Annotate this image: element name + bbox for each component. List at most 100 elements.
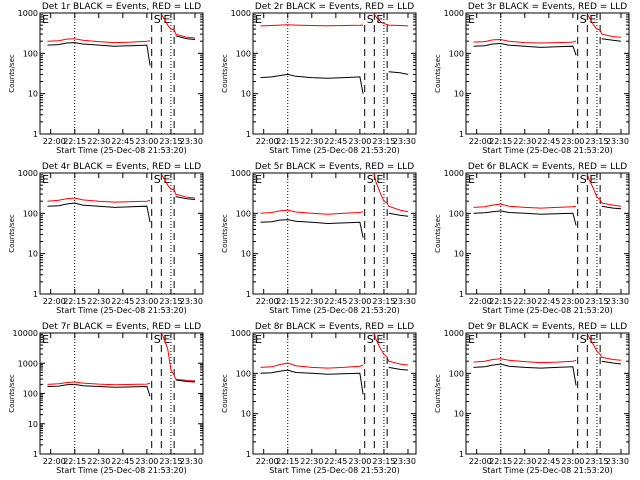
x-tick-label: 22:30 — [513, 457, 536, 466]
lld-series-line — [160, 173, 196, 199]
x-tick-label: 22:30 — [300, 297, 323, 306]
panel-title: Det 5r BLACK = Events, RED = LLD — [255, 162, 414, 172]
events-series-line — [260, 369, 364, 395]
marker-S: S — [154, 13, 161, 26]
x-tick-label: 22:45 — [537, 457, 560, 466]
lld-series-line — [260, 24, 364, 27]
y-tick-label: 100 — [236, 209, 251, 218]
marker-E: E — [163, 13, 170, 26]
y-tick-label: 1000 — [18, 9, 38, 18]
y-tick-label: 1 — [246, 450, 251, 459]
x-axis-label: Start Time (25-Dec-08 21:53:20) — [56, 466, 187, 475]
x-axis-label: Start Time (25-Dec-08 21:53:20) — [56, 306, 187, 315]
panel-title: Det 8r BLACK = Events, RED = LLD — [255, 322, 414, 332]
panel-title: Det 6r BLACK = Events, RED = LLD — [468, 162, 627, 172]
x-tick-label: 23:15 — [159, 297, 182, 306]
x-tick-label: 23:00 — [561, 297, 584, 306]
plot-frame — [252, 12, 417, 135]
marker-S: S — [580, 173, 587, 186]
panel-title: Det 9r BLACK = Events, RED = LLD — [468, 322, 627, 332]
x-tick-label: 23:30 — [180, 457, 203, 466]
marker-E: E — [376, 333, 383, 346]
x-tick-label: 23:15 — [159, 137, 182, 146]
x-tick-label: 22:00 — [469, 137, 492, 146]
x-tick-label: 22:45 — [537, 137, 560, 146]
x-tick-label: 22:15 — [489, 297, 512, 306]
x-axis-label: Start Time (25-Dec-08 21:53:20) — [482, 306, 613, 315]
lld-series-line — [260, 362, 364, 369]
y-tick-label: 1000 — [444, 329, 464, 338]
panel-title: Det 2r BLACK = Events, RED = LLD — [255, 2, 414, 12]
events-series-line — [47, 383, 151, 397]
x-tick-label: 23:00 — [135, 457, 158, 466]
y-tick-label: 10 — [454, 90, 464, 99]
x-axis-label: Start Time (25-Dec-08 21:53:20) — [482, 466, 613, 475]
plot-frame — [465, 12, 630, 135]
y-axis-label: Counts/sec — [221, 214, 229, 253]
y-tick-label: 1000 — [231, 169, 251, 178]
y-tick-label: 10000 — [13, 329, 38, 338]
y-tick-label: 10 — [28, 90, 38, 99]
y-tick-label: 100 — [449, 369, 464, 378]
events-series-line — [473, 363, 577, 386]
x-axis-label: Start Time (25-Dec-08 21:53:20) — [269, 306, 400, 315]
x-tick-label: 23:15 — [372, 137, 395, 146]
lld-series-line — [47, 38, 151, 44]
x-tick-label: 23:30 — [393, 457, 416, 466]
lld-series-line — [373, 13, 409, 27]
marker-S: S — [580, 13, 587, 26]
marker-E: E — [589, 13, 596, 26]
x-tick-label: 23:30 — [606, 297, 629, 306]
x-tick-label: 22:00 — [469, 457, 492, 466]
events-series-line — [388, 212, 409, 217]
x-tick-label: 23:00 — [561, 137, 584, 146]
lld-series-line — [586, 333, 622, 361]
x-tick-label: 23:15 — [585, 137, 608, 146]
y-tick-label: 1000 — [444, 9, 464, 18]
x-tick-label: 22:45 — [111, 297, 134, 306]
x-axis-label: Start Time (25-Dec-08 21:53:20) — [482, 146, 613, 155]
y-tick-label: 100 — [449, 49, 464, 58]
lld-series-line — [160, 333, 196, 382]
y-tick-label: 1 — [33, 450, 38, 459]
x-tick-label: 23:15 — [372, 297, 395, 306]
start-marker-E: E — [468, 13, 475, 26]
start-marker-E: E — [42, 333, 49, 346]
events-series-line — [473, 42, 577, 56]
marker-S: S — [580, 333, 587, 346]
y-tick-label: 100 — [236, 369, 251, 378]
x-tick-label: 22:00 — [43, 297, 66, 306]
x-tick-label: 23:15 — [585, 457, 608, 466]
x-tick-label: 22:00 — [256, 297, 279, 306]
x-tick-label: 22:30 — [513, 297, 536, 306]
x-tick-label: 22:00 — [43, 137, 66, 146]
x-tick-label: 23:00 — [135, 297, 158, 306]
events-series-line — [473, 210, 577, 226]
events-series-line — [175, 196, 196, 200]
panel-det-1: Det 1r BLACK = Events, RED = LLD 1 10 100 10… — [8, 2, 204, 155]
x-tick-label: 23:00 — [561, 457, 584, 466]
events-series-line — [601, 205, 622, 210]
panel-det-8: Det 8r BLACK = Events, RED = LLD 1 10 100 10… — [221, 322, 417, 475]
x-tick-label: 22:30 — [87, 457, 110, 466]
y-tick-label: 1 — [33, 290, 38, 299]
panel-det-6: Det 6r BLACK = Events, RED = LLD 1 10 100 10… — [434, 162, 630, 315]
x-axis-label: Start Time (25-Dec-08 21:53:20) — [269, 146, 400, 155]
x-tick-label: 23:30 — [393, 137, 416, 146]
y-tick-label: 10 — [241, 250, 251, 259]
panel-det-4: Det 4r BLACK = Events, RED = LLD 1 10 100 10… — [8, 162, 204, 315]
x-tick-label: 23:15 — [159, 457, 182, 466]
x-tick-label: 23:00 — [348, 137, 371, 146]
x-tick-label: 23:15 — [372, 457, 395, 466]
panel-det-2: Det 2r BLACK = Events, RED = LLD 1 10 100 10… — [221, 2, 417, 155]
y-tick-label: 100 — [449, 209, 464, 218]
events-series-line — [601, 38, 622, 42]
y-tick-label: 100 — [23, 209, 38, 218]
y-tick-label: 1000 — [444, 169, 464, 178]
start-marker-E: E — [255, 173, 262, 186]
lld-series-line — [260, 209, 364, 215]
x-tick-label: 23:30 — [606, 137, 629, 146]
x-tick-label: 22:45 — [537, 297, 560, 306]
y-axis-label: Counts/sec — [434, 374, 442, 413]
lld-series-line — [47, 381, 151, 386]
